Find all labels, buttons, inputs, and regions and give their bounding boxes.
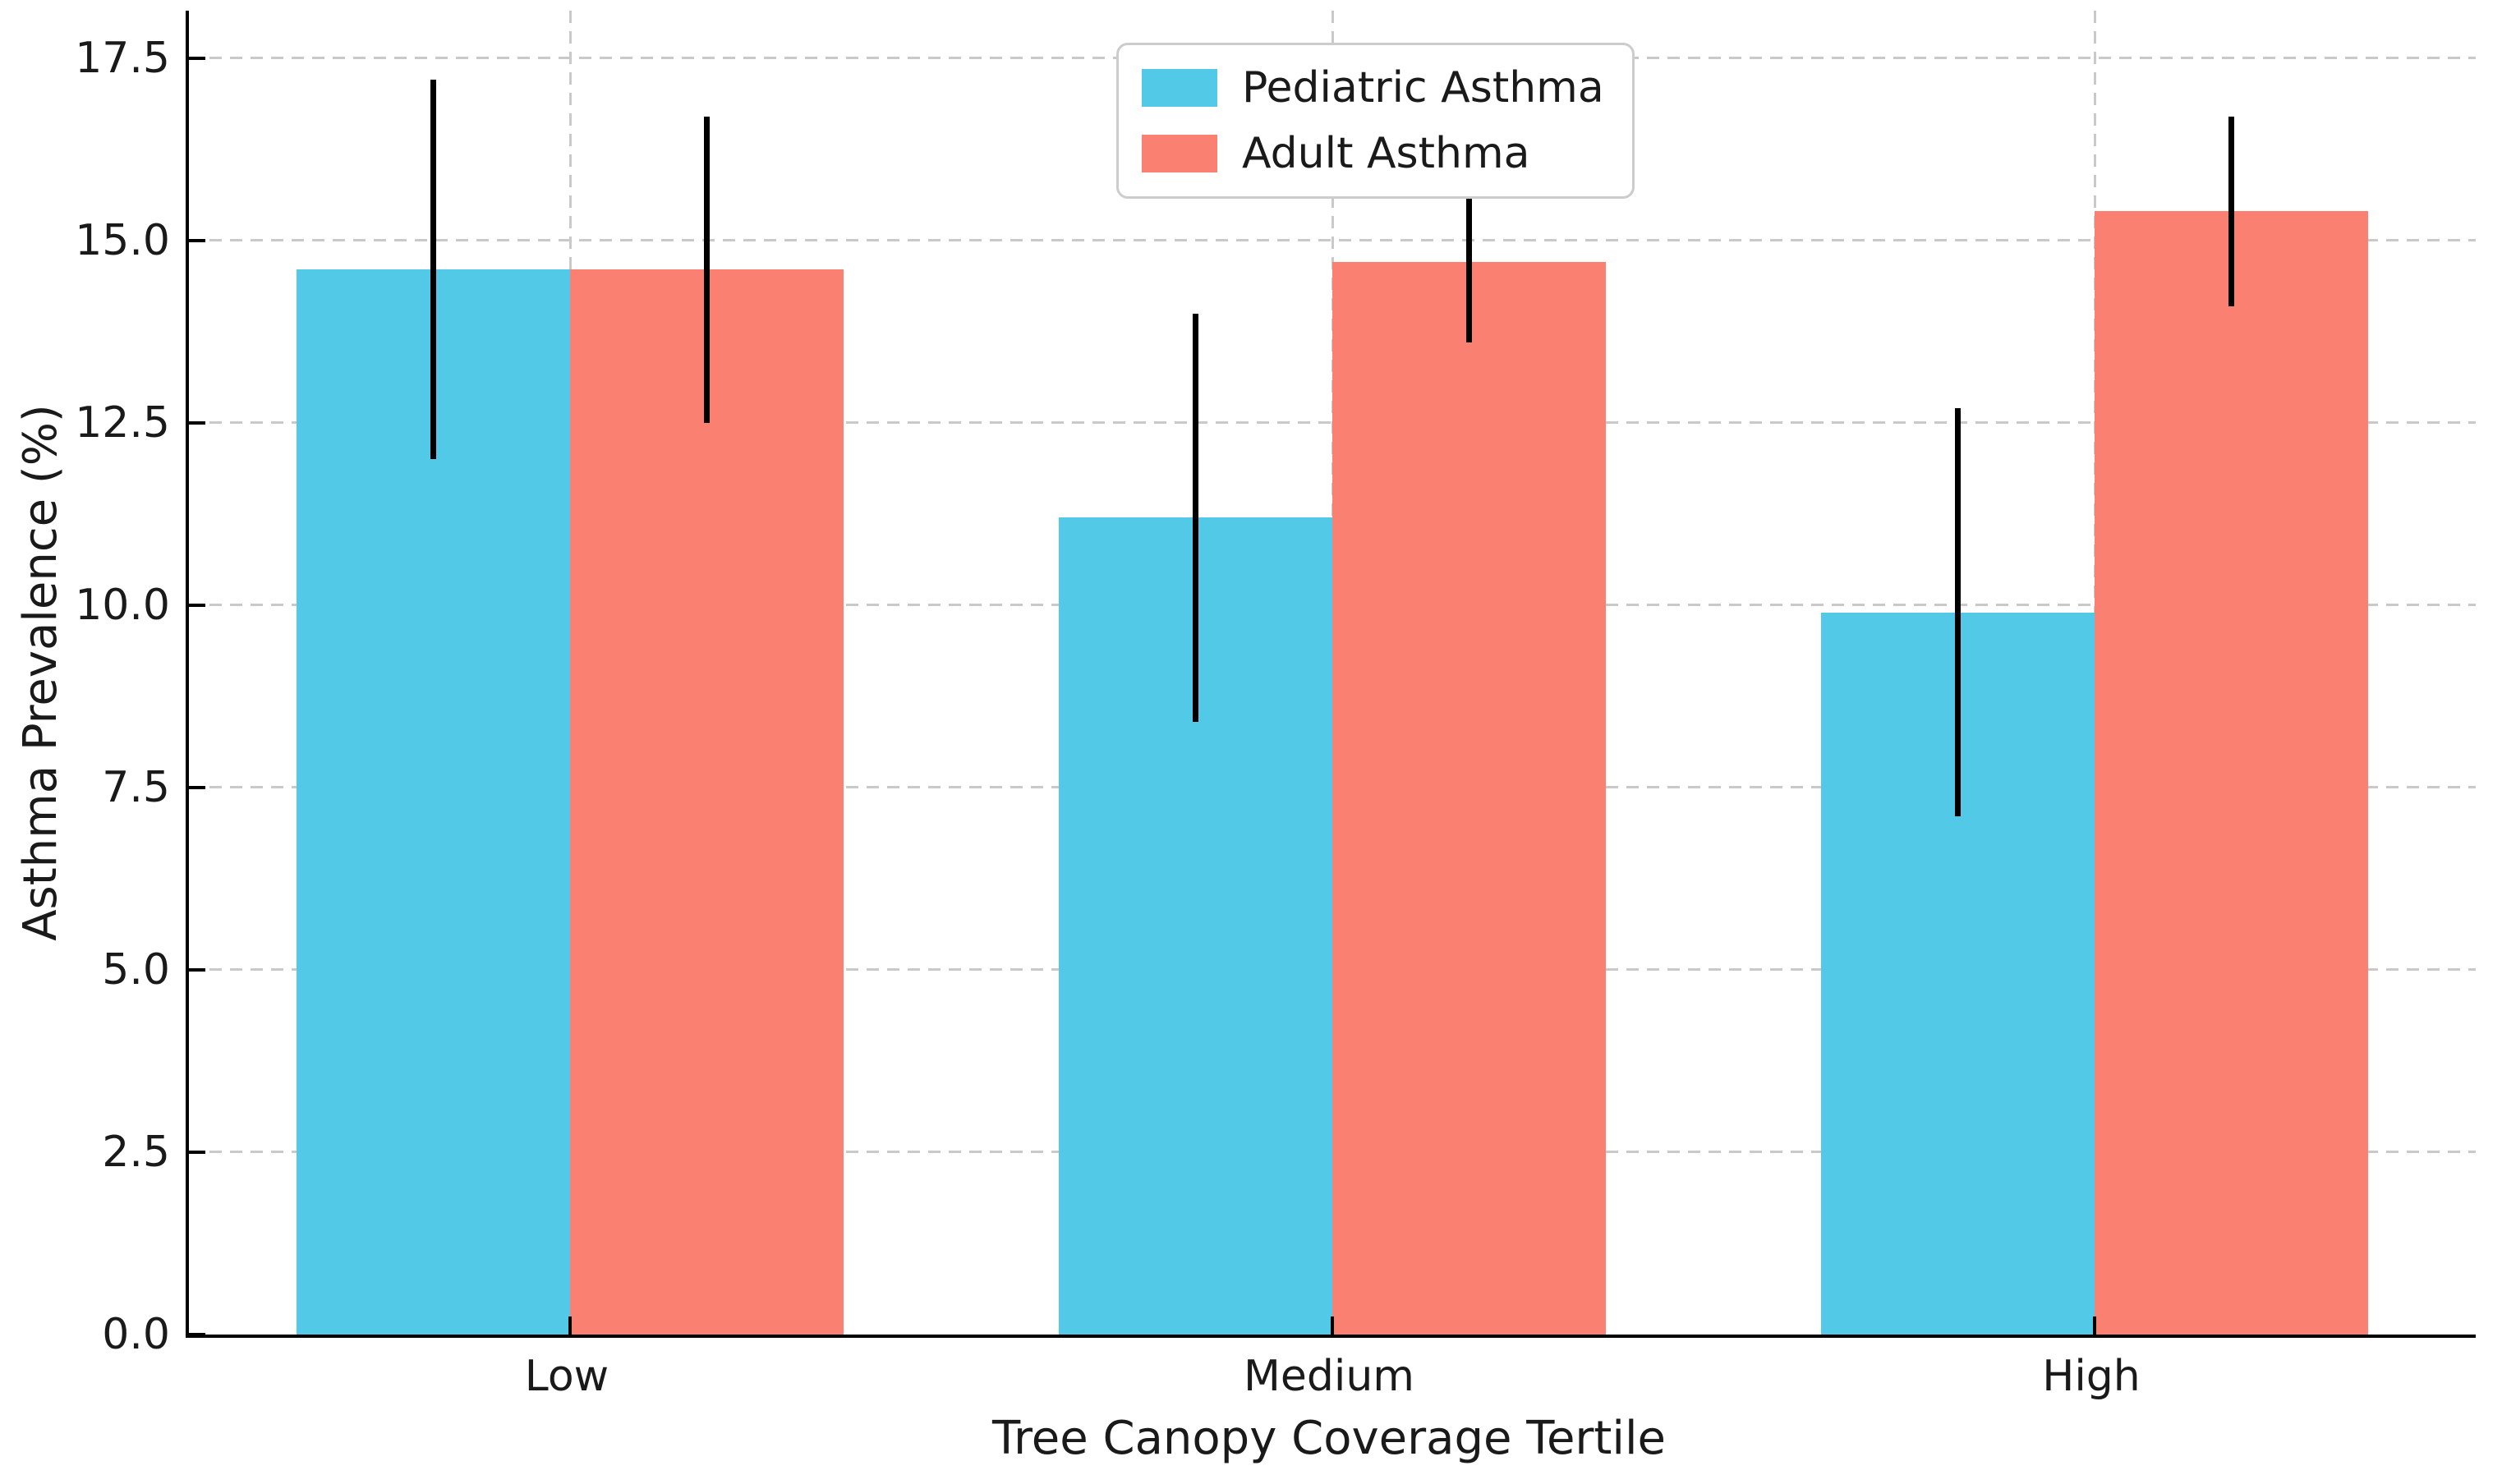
legend-label-pediatric: Pediatric Asthma <box>1242 63 1604 113</box>
y-tick-mark <box>189 238 205 242</box>
x-tick-label: High <box>2042 1352 2141 1401</box>
x-tick-mark <box>2093 1316 2096 1335</box>
error-bar <box>430 80 436 460</box>
x-tick-mark <box>1331 1316 1334 1335</box>
bar-adult-asthma-low <box>570 269 844 1335</box>
y-tick-mark <box>189 1150 205 1154</box>
y-tick-mark <box>189 785 205 789</box>
y-tick-label: 17.5 <box>75 33 170 83</box>
bar-adult-asthma-high <box>2095 211 2368 1335</box>
x-tick-label: Medium <box>1244 1352 1414 1401</box>
legend-label-adult: Adult Asthma <box>1242 129 1530 178</box>
y-tick-label: 5.0 <box>102 944 170 995</box>
y-axis-title: Asthma Prevalence (%) <box>14 404 67 941</box>
x-tick-label: Low <box>524 1352 609 1401</box>
legend-entry-adult: Adult Asthma <box>1142 131 1604 177</box>
legend: Pediatric Asthma Adult Asthma <box>1116 43 1635 199</box>
error-bar <box>704 116 710 423</box>
x-tick-mark <box>568 1316 572 1335</box>
error-bar <box>1955 408 1961 817</box>
pediatric-color-swatch <box>1142 69 1217 107</box>
bar-adult-asthma-medium <box>1332 262 1606 1335</box>
legend-entry-pediatric: Pediatric Asthma <box>1142 65 1604 111</box>
y-tick-mark <box>189 56 205 60</box>
error-bar <box>2228 116 2234 306</box>
y-tick-label: 2.5 <box>102 1127 170 1177</box>
y-tick-mark <box>189 1333 205 1336</box>
plot-area <box>186 11 2476 1338</box>
y-tick-label: 7.5 <box>102 762 170 812</box>
y-tick-label: 10.0 <box>75 580 170 630</box>
y-tick-mark <box>189 603 205 607</box>
adult-color-swatch <box>1142 135 1217 172</box>
y-tick-mark <box>189 967 205 972</box>
y-tick-label: 15.0 <box>75 215 170 265</box>
y-tick-label: 0.0 <box>102 1310 170 1359</box>
x-axis-title: Tree Canopy Coverage Tertile <box>992 1412 1666 1465</box>
error-bar <box>1466 181 1472 343</box>
error-bar <box>1193 313 1198 722</box>
y-tick-label: 12.5 <box>75 397 170 448</box>
y-tick-mark <box>189 420 205 425</box>
